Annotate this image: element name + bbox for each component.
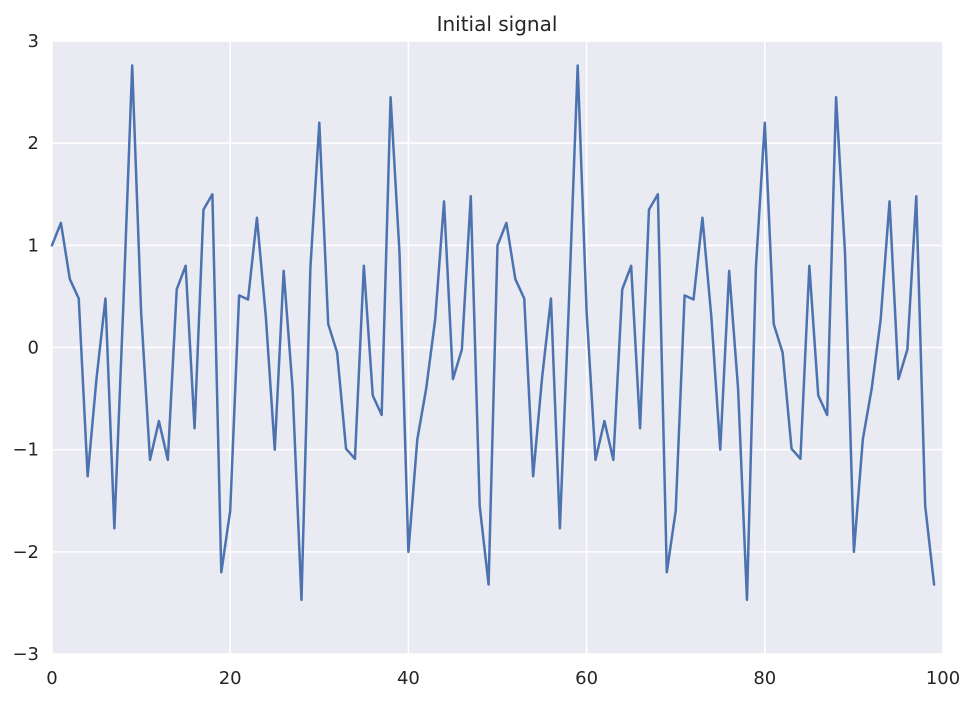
y-axis-tick-labels: −3 −2 −1 0 1 2 3 — [12, 31, 39, 665]
x-axis-tick-labels: 0 20 40 60 80 100 — [46, 668, 960, 689]
x-tick-label: 100 — [926, 668, 960, 689]
y-tick-label: −1 — [12, 440, 39, 461]
chart-title: Initial signal — [437, 12, 558, 36]
x-tick-label: 0 — [46, 668, 57, 689]
x-tick-label: 40 — [397, 668, 420, 689]
signal-line — [50, 64, 936, 602]
y-tick-label: 1 — [28, 235, 39, 256]
y-tick-label: −2 — [12, 542, 39, 563]
y-tick-label: −3 — [12, 644, 39, 665]
x-tick-label: 80 — [753, 668, 776, 689]
y-tick-label: 2 — [28, 133, 39, 154]
x-tick-label: 60 — [575, 668, 598, 689]
x-tick-label: 20 — [219, 668, 242, 689]
y-tick-label: 0 — [28, 338, 39, 359]
y-tick-label: 3 — [28, 31, 39, 52]
